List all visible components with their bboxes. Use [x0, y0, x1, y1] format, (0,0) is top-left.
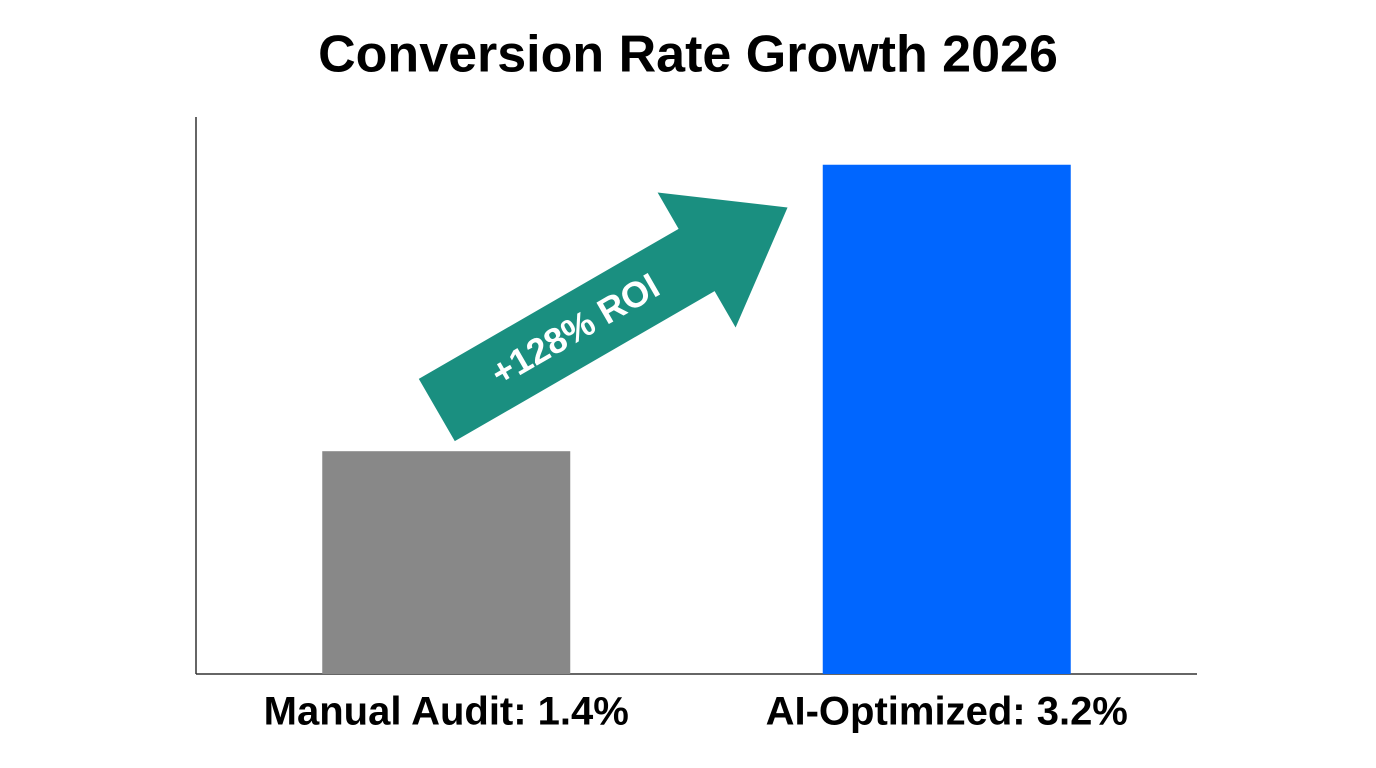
- bar: [822, 164, 1071, 674]
- x-tick-label: Manual Audit: 1.4%: [264, 690, 629, 734]
- arrow-shape: [418, 192, 788, 442]
- bars: [322, 164, 1071, 674]
- x-tick-label: AI-Optimized: 3.2%: [766, 690, 1128, 734]
- bar: [322, 451, 571, 674]
- chart-title: Conversion Rate Growth 2026: [318, 26, 1058, 84]
